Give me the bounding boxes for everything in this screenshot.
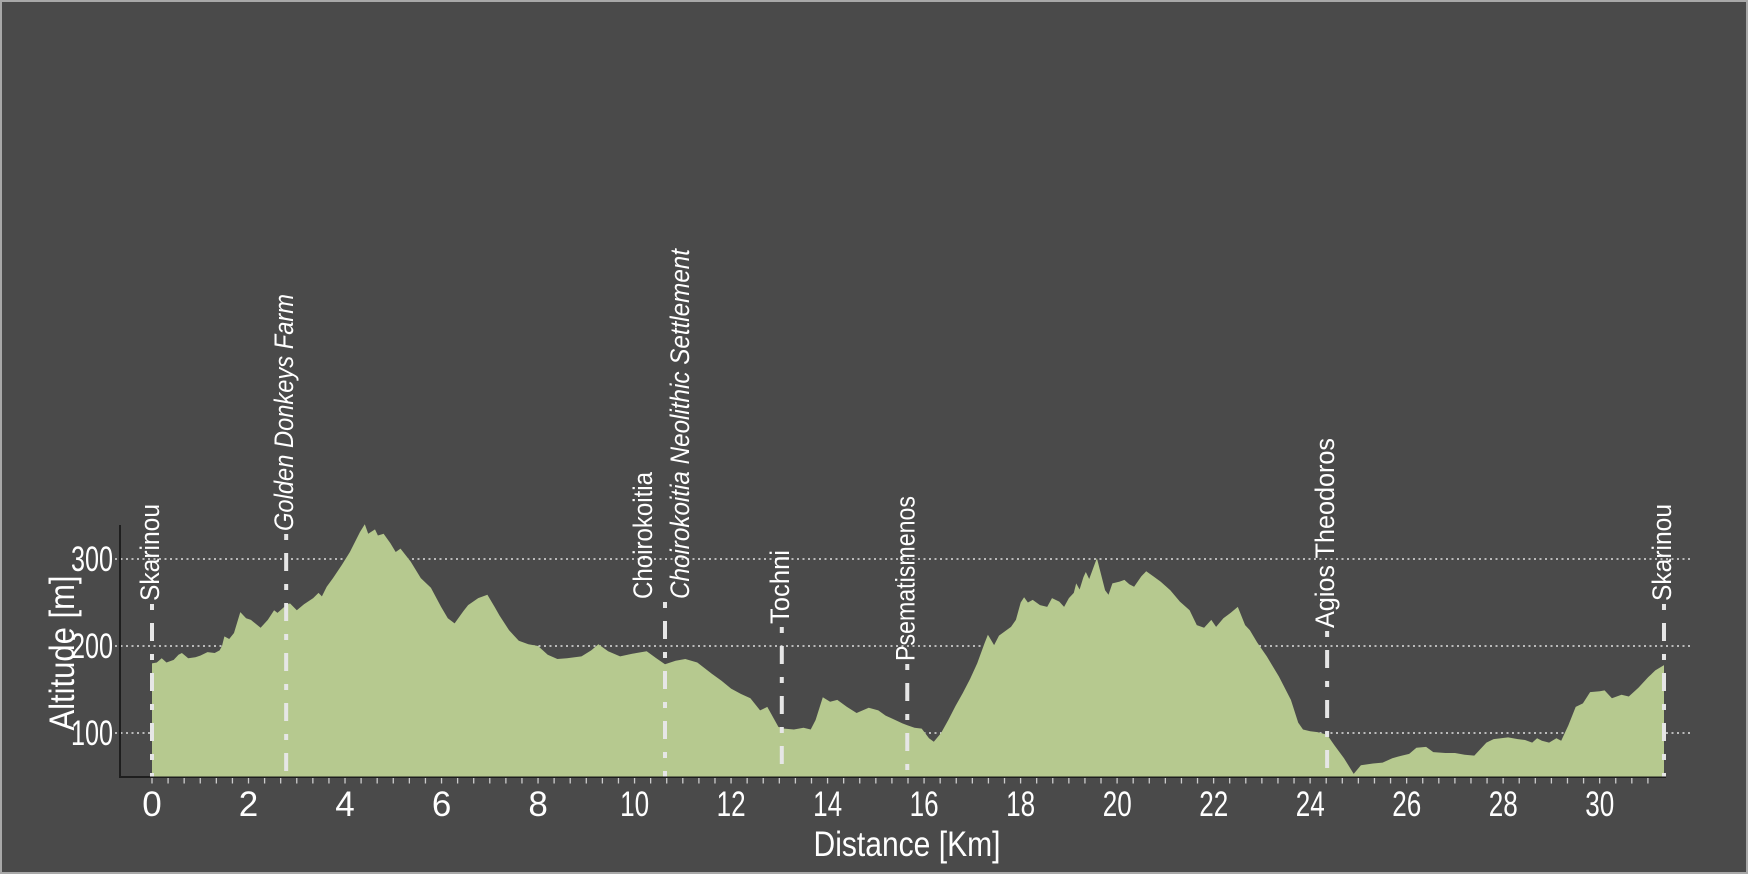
x-tick-label-26: 26 (1392, 785, 1421, 824)
x-tick-label-6: 6 (432, 785, 451, 824)
elevation-area (152, 524, 1664, 777)
waypoint-label-2: Choirokoitia (628, 471, 658, 599)
x-tick-label-28: 28 (1489, 785, 1518, 824)
waypoint-label-5: Psematismenos (890, 496, 920, 661)
x-tick-label-12: 12 (717, 785, 746, 824)
waypoint-label-0: Skarinou (135, 504, 165, 601)
x-axis-title: Distance [Km] (814, 825, 1001, 864)
x-tick-label-10: 10 (620, 785, 649, 824)
x-tick-label-0: 0 (142, 785, 161, 824)
x-tick-label-30: 30 (1585, 785, 1614, 824)
waypoint-label-6: Agios Theodoros (1310, 438, 1340, 628)
x-tick-label-2: 2 (239, 785, 258, 824)
y-tick-label-300: 300 (71, 540, 113, 579)
y-tick-label-100: 100 (71, 714, 113, 753)
x-tick-label-18: 18 (1006, 785, 1035, 824)
x-tick-label-8: 8 (528, 785, 547, 824)
y-tick-label-200: 200 (71, 627, 113, 666)
y-axis-title: Altitude [m] (43, 576, 82, 731)
waypoint-label-3: Choirokoitia Neolithic Settlement (665, 248, 695, 599)
waypoint-label-4: Tochni (765, 550, 795, 624)
x-tick-label-24: 24 (1296, 785, 1325, 824)
waypoint-label-1: Golden Donkeys Farm (269, 294, 299, 531)
x-tick-label-16: 16 (910, 785, 939, 824)
x-tick-label-4: 4 (335, 785, 354, 824)
x-tick-label-14: 14 (813, 785, 842, 824)
x-tick-label-22: 22 (1199, 785, 1228, 824)
x-tick-label-20: 20 (1103, 785, 1132, 824)
waypoint-label-7: Skarinou (1647, 504, 1677, 601)
